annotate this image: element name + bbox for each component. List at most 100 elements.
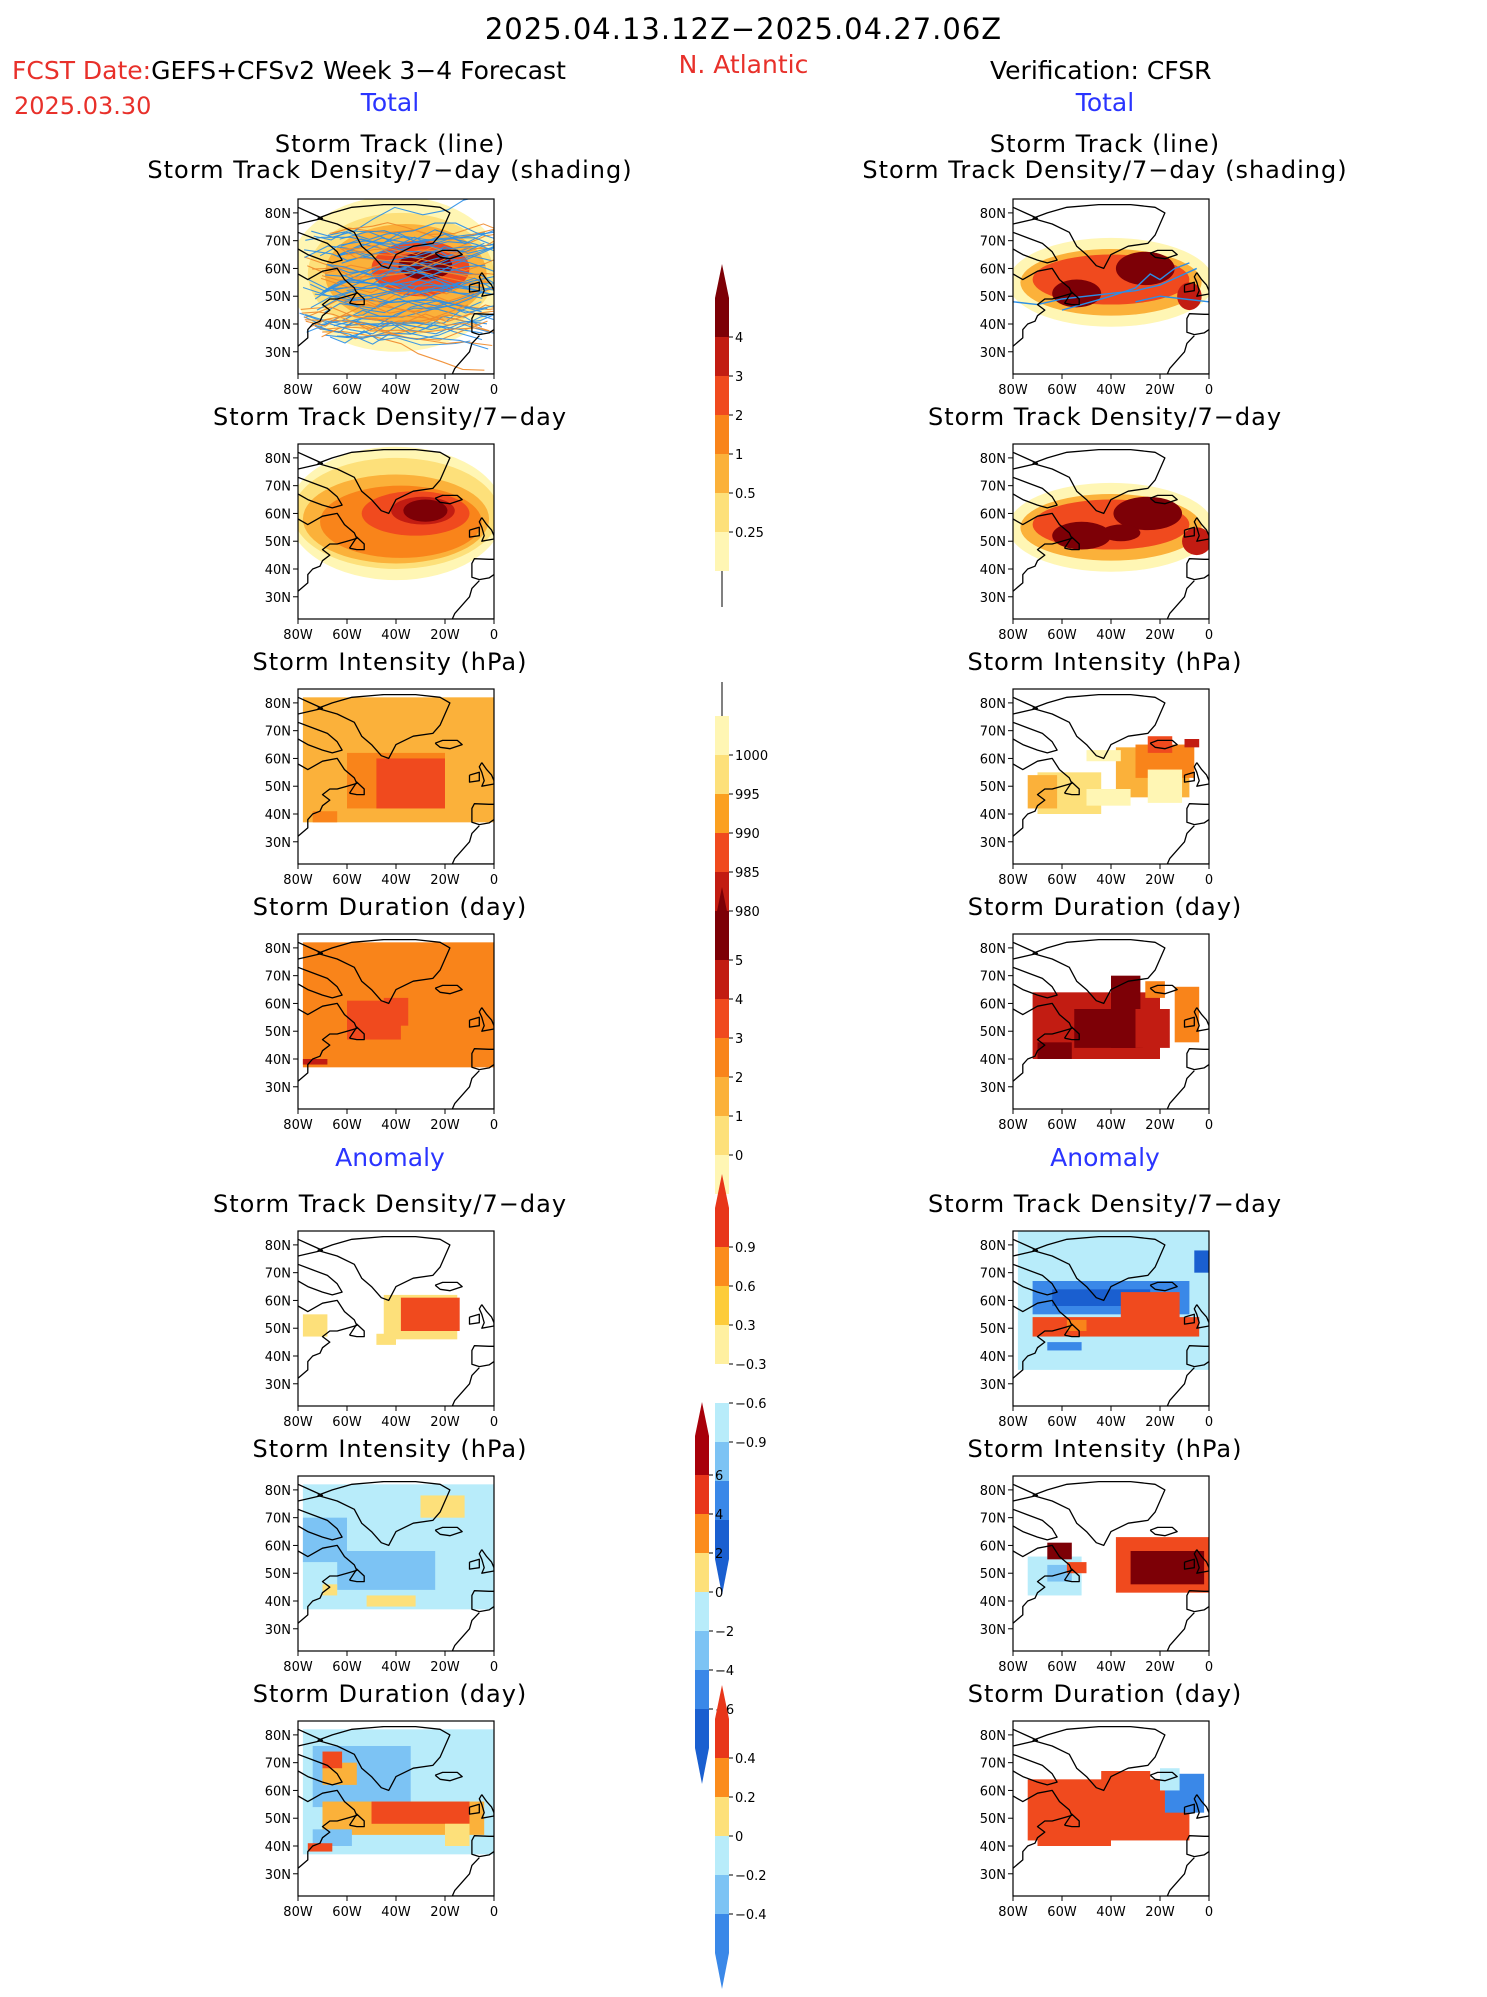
lat-tick-label: 70N bbox=[980, 235, 1006, 250]
lat-tick-label: 30N bbox=[980, 836, 1006, 851]
lat-tick-label: 30N bbox=[980, 1378, 1006, 1393]
shading-c7 bbox=[403, 499, 448, 522]
coastline bbox=[1013, 696, 1039, 715]
lon-tick-label: 40W bbox=[1096, 628, 1126, 643]
colorbar-label: −0.4 bbox=[735, 1908, 767, 1923]
coastline bbox=[1063, 1813, 1080, 1828]
coastline bbox=[298, 1544, 358, 1624]
storm-track-line bbox=[307, 266, 477, 290]
model-label: GEFS+CFSv2 Week 3−4 Forecast bbox=[151, 56, 566, 85]
coastline bbox=[298, 1789, 358, 1869]
storm-track-line bbox=[310, 290, 482, 313]
storm-track-line bbox=[305, 235, 494, 252]
lat-tick-label: 70N bbox=[265, 970, 291, 985]
map-anom-density-verification: 80N 70N 60N 50N 40N 30N 80W 60W 40W 20W 0 bbox=[963, 1226, 1217, 1437]
coastline bbox=[1183, 1803, 1195, 1815]
storm-track-line bbox=[1013, 267, 1198, 306]
coastline bbox=[468, 771, 480, 783]
lat-tick-label: 80N bbox=[980, 452, 1006, 467]
coastline bbox=[1149, 1526, 1178, 1537]
lat-tick-label: 40N bbox=[265, 318, 291, 333]
shading-c6 bbox=[1177, 282, 1202, 311]
colorbar-label: 2 bbox=[735, 1071, 743, 1086]
coastline bbox=[348, 1323, 365, 1338]
shading-c5 bbox=[1032, 1317, 1200, 1337]
coastline bbox=[298, 267, 358, 347]
lon-tick-label: 80W bbox=[998, 628, 1028, 643]
storm-track-line bbox=[305, 303, 469, 327]
lat-tick-label: 50N bbox=[265, 780, 291, 795]
colorbar-label: −0.6 bbox=[735, 1397, 767, 1412]
shading-c5 bbox=[1120, 1292, 1180, 1320]
colorbar-swatch bbox=[715, 264, 729, 337]
title-anom-density-right: Storm Track Density/7−day bbox=[927, 1190, 1283, 1218]
lat-tick-label: 40N bbox=[265, 1350, 291, 1365]
coastline bbox=[471, 558, 494, 581]
lat-tick-label: 60N bbox=[980, 262, 1006, 277]
lon-tick-label: 60W bbox=[332, 1905, 362, 1920]
shading-c2 bbox=[302, 1314, 328, 1337]
storm-track-line bbox=[301, 311, 488, 341]
storm-track-line bbox=[339, 229, 494, 241]
shading-c1 bbox=[1086, 789, 1131, 806]
lon-tick-label: 80W bbox=[998, 383, 1028, 398]
colorbar-swatch bbox=[715, 1442, 729, 1481]
lat-tick-label: 30N bbox=[980, 1081, 1006, 1096]
coastline bbox=[434, 984, 463, 995]
lat-tick-label: 40N bbox=[980, 1595, 1006, 1610]
lat-tick-label: 60N bbox=[265, 1294, 291, 1309]
colorbar-swatch bbox=[695, 1670, 709, 1709]
lon-tick-label: 0 bbox=[490, 1660, 498, 1675]
lat-tick-label: 30N bbox=[980, 1623, 1006, 1638]
lat-tick-label: 50N bbox=[265, 1025, 291, 1040]
lat-tick-label: 40N bbox=[265, 1840, 291, 1855]
coastline bbox=[434, 1771, 463, 1782]
lat-tick-label: 60N bbox=[980, 1294, 1006, 1309]
coastline bbox=[298, 451, 324, 470]
coastline bbox=[468, 1313, 480, 1325]
shading-c7 bbox=[1052, 279, 1102, 308]
storm-track-line bbox=[1135, 295, 1209, 303]
lat-tick-label: 80N bbox=[980, 1239, 1006, 1254]
lon-tick-label: 60W bbox=[1047, 628, 1077, 643]
title-intensity-right: Storm Intensity (hPa) bbox=[967, 648, 1243, 676]
map-track-forecast: 80N 70N 60N 50N 40N 30N 80W 60W 40W 20W 0 bbox=[248, 194, 502, 405]
lat-tick-label: 30N bbox=[265, 1868, 291, 1883]
lon-tick-label: 20W bbox=[430, 873, 460, 888]
lon-tick-label: 0 bbox=[490, 1905, 498, 1920]
title-track-density-shading-right: Storm Track Density/7−day (shading) bbox=[862, 156, 1348, 184]
fcst-label: FCST Date: bbox=[12, 56, 152, 85]
coastline bbox=[468, 1558, 480, 1570]
shading-c7 bbox=[1052, 521, 1111, 550]
title-anom-duration-right: Storm Duration (day) bbox=[967, 1680, 1243, 1708]
lat-tick-label: 50N bbox=[980, 780, 1006, 795]
lon-tick-label: 60W bbox=[332, 1415, 362, 1430]
coastline bbox=[1186, 1590, 1209, 1613]
lat-tick-label: 60N bbox=[265, 1539, 291, 1554]
coastline bbox=[1193, 1794, 1209, 1819]
coastline bbox=[468, 281, 480, 293]
coastline bbox=[348, 1026, 365, 1041]
lat-tick-label: 40N bbox=[980, 318, 1006, 333]
map-intensity-forecast: 80N 70N 60N 50N 40N 30N 80W 60W 40W 20W 0 bbox=[248, 684, 502, 895]
coastline bbox=[1013, 476, 1058, 509]
lat-tick-label: 70N bbox=[265, 725, 291, 740]
coastline bbox=[298, 941, 324, 960]
lat-tick-label: 60N bbox=[980, 997, 1006, 1012]
coastline bbox=[317, 1235, 451, 1302]
shading-c2 bbox=[376, 1333, 396, 1345]
lon-tick-label: 40W bbox=[381, 1660, 411, 1675]
colorbar-label: 990 bbox=[735, 827, 760, 842]
coastline bbox=[451, 1612, 494, 1651]
colorbar-swatch bbox=[715, 1836, 729, 1875]
coastline bbox=[478, 1549, 494, 1574]
coastline bbox=[1063, 536, 1080, 551]
coastline bbox=[1013, 1789, 1073, 1869]
shading-c5 bbox=[383, 997, 409, 1026]
lon-tick-label: 0 bbox=[1205, 1118, 1213, 1133]
colorbar-swatch bbox=[715, 794, 729, 833]
lon-tick-label: 60W bbox=[332, 873, 362, 888]
lon-tick-label: 60W bbox=[1047, 1415, 1077, 1430]
colorbar-swatch bbox=[715, 1325, 729, 1364]
colorbar-swatch bbox=[715, 1038, 729, 1077]
